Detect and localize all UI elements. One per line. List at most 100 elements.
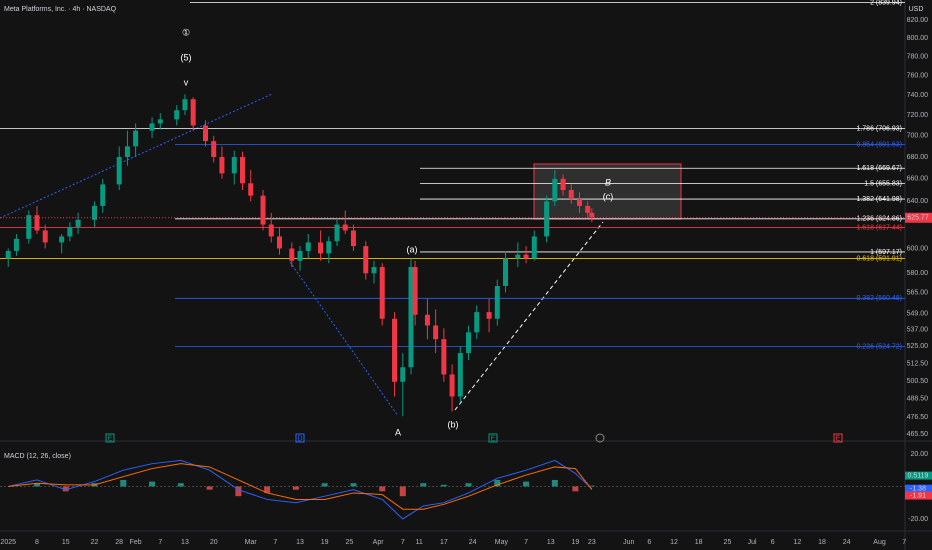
candle-body [289, 248, 295, 261]
candle-body [400, 367, 406, 382]
y-tick-label: 760.00 [907, 73, 929, 80]
x-tick-label: 25 [724, 539, 732, 546]
x-tick-label: 23 [588, 539, 596, 546]
histogram-bar [33, 483, 40, 487]
macd-tag-label: -1.38 [910, 486, 926, 493]
candle-body [342, 224, 348, 231]
y-tick-label: 549.00 [907, 310, 929, 317]
chart-title: Meta Platforms, Inc. · 4h · NASDAQ [4, 6, 117, 13]
candle-body [59, 236, 65, 243]
candle-body [531, 236, 537, 259]
macd-tick-label: -20.00 [908, 516, 928, 523]
histogram-bar [350, 483, 357, 487]
histogram-bar [321, 483, 328, 487]
level-label: 1.382 (641.98) [856, 196, 902, 203]
candle-body [326, 241, 332, 254]
x-tick-label: 2025 [0, 539, 16, 546]
macd-tag-label: 0.5119 [908, 472, 929, 479]
candle-body [260, 195, 266, 225]
x-tick-label: Jul [748, 539, 757, 546]
candle-body [576, 199, 582, 206]
histogram-bar [465, 483, 472, 487]
event-icon [595, 433, 605, 443]
candle-body [433, 325, 439, 340]
histogram-bar [149, 481, 156, 487]
x-tick-label: 19 [321, 539, 329, 546]
level-label: 0.618 (591.91) [856, 255, 902, 262]
histogram-bar [264, 486, 271, 493]
candle-body [100, 184, 106, 206]
x-tick-label: Aug [873, 539, 886, 546]
candle-body [190, 99, 196, 126]
y-tick-label: 820.00 [907, 17, 929, 24]
candle-body [560, 178, 566, 191]
x-tick-label: Apr [373, 539, 385, 546]
y-tick-label: 660.00 [907, 176, 929, 183]
y-tick-label: 512.50 [907, 361, 929, 368]
x-tick-label: 15 [62, 539, 70, 546]
candle-body [124, 146, 130, 158]
level-label: 1.618 (669.67) [856, 165, 902, 172]
x-tick-label: 7 [902, 539, 906, 546]
y-tick-label: 465.50 [907, 431, 929, 438]
y-tick-label: 800.00 [907, 35, 929, 42]
wave-label: (5) [181, 52, 192, 62]
x-tick-label: 6 [647, 539, 651, 546]
histogram-bar [523, 481, 530, 487]
y-tick-label: 537.00 [907, 326, 929, 333]
y-tick-label: 525.00 [907, 343, 929, 350]
histogram-bar [494, 479, 501, 487]
event-label: E [108, 435, 113, 442]
level-label: 1.618 (617.44) [856, 224, 902, 231]
candle-body [133, 130, 139, 147]
level-label: 0.854 (691.63) [856, 141, 902, 148]
x-tick-label: 28 [115, 539, 123, 546]
x-tick-label: Feb [130, 539, 142, 546]
x-tick-label: 7 [158, 539, 162, 546]
x-tick-label: 8 [35, 539, 39, 546]
candle-body [149, 123, 155, 131]
wave-label: v [184, 77, 189, 87]
x-tick-label: 13 [296, 539, 304, 546]
candle-body [174, 110, 180, 120]
currency: USD [909, 6, 924, 13]
y-tick-label: 565.00 [907, 289, 929, 296]
y-tick-label: 780.00 [907, 54, 929, 61]
wave-label: A [395, 427, 401, 437]
x-tick-label: 20 [210, 539, 218, 546]
last-price-tag [905, 212, 932, 223]
candle-body [350, 230, 356, 247]
macd-tag [905, 471, 932, 480]
histogram-bar [572, 486, 579, 492]
x-tick-label: Mar [245, 539, 258, 546]
candle-body [202, 125, 208, 142]
candle-body [92, 205, 98, 220]
x-tick-label: 13 [181, 539, 189, 546]
histogram-bar [379, 486, 386, 492]
candle-body [486, 312, 492, 319]
macd-line [8, 459, 593, 520]
wave-label: ① [182, 27, 190, 37]
x-tick-label: 19 [571, 539, 579, 546]
x-tick-label: 11 [416, 539, 423, 546]
macd-tick-label: 20.00 [910, 451, 928, 458]
level-label: 1.236 (624.86) [856, 216, 902, 223]
x-tick-label: 24 [469, 539, 477, 546]
event-icon [295, 433, 305, 443]
candle-body [26, 215, 32, 239]
histogram-bar [62, 486, 69, 492]
candle-body [503, 258, 509, 286]
wave-label: B [605, 177, 611, 187]
last-price-label: 625.77 [907, 215, 929, 222]
event-label: E [491, 435, 496, 442]
candle-body [379, 267, 385, 319]
candle-body [239, 157, 245, 184]
candle-body [412, 267, 418, 315]
candle-body [157, 119, 163, 124]
candle-body [363, 246, 369, 274]
y-tick-label: 500.50 [907, 378, 929, 385]
candle-body [494, 285, 500, 319]
candle-body [297, 250, 303, 261]
